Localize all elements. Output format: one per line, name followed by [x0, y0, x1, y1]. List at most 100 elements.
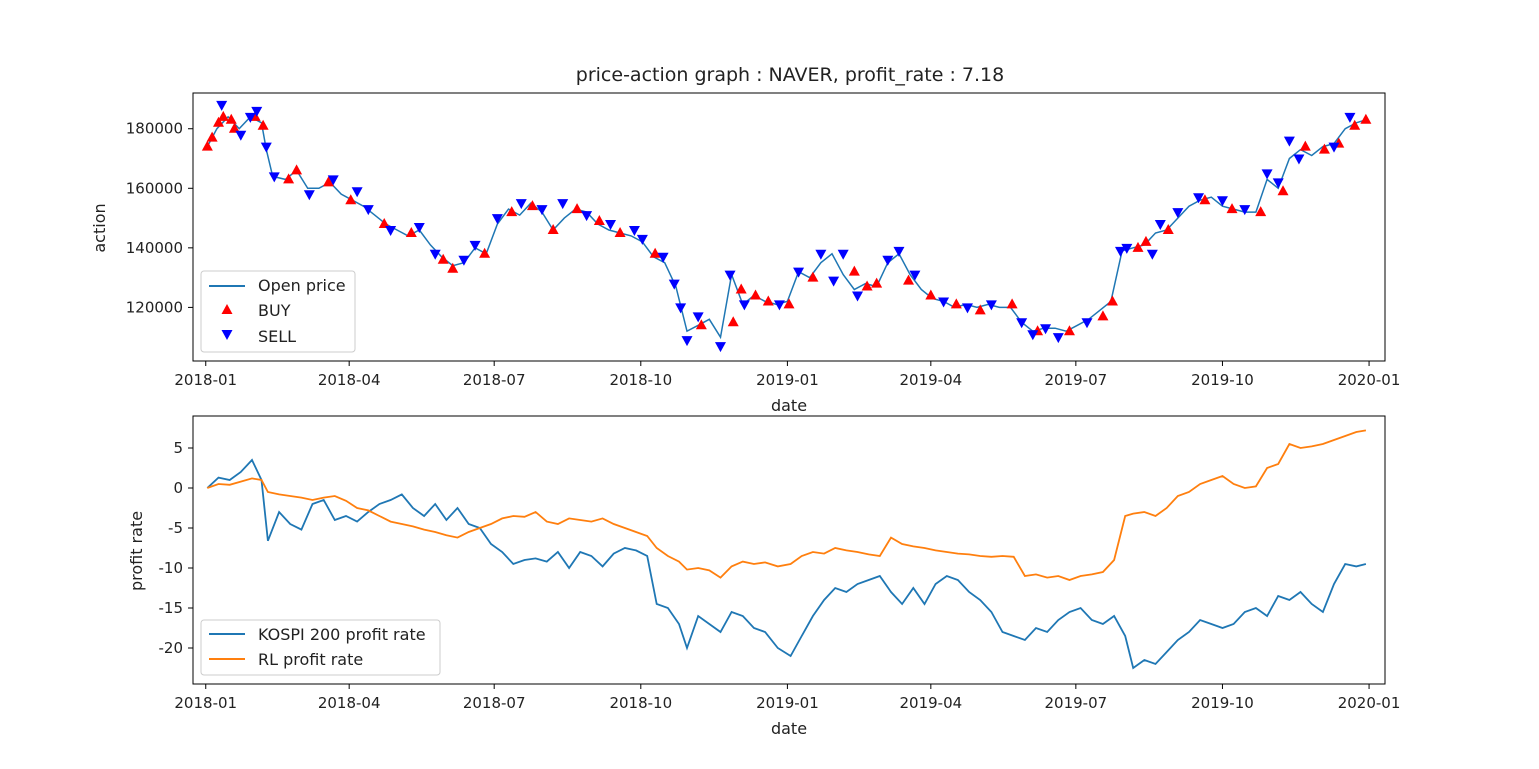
buy-marker: [437, 253, 449, 264]
sell-marker: [327, 175, 339, 186]
sell-marker: [1283, 136, 1295, 147]
x-tick-label: 2018-01: [174, 371, 237, 389]
sell-marker: [738, 300, 750, 311]
sell-marker: [244, 112, 256, 123]
buy-marker: [217, 110, 229, 121]
chart-title: price-action graph : NAVER, profit_rate …: [576, 64, 1004, 86]
y-tick-label: 180000: [126, 120, 183, 138]
sell-marker: [429, 249, 441, 260]
buy-marker: [479, 247, 491, 258]
price-action-y-axis-label: action: [90, 203, 109, 252]
x-tick-label: 2018-01: [174, 694, 237, 712]
x-tick-label: 2018-07: [463, 371, 526, 389]
sell-marker: [557, 199, 569, 210]
sell-marker: [714, 342, 726, 353]
x-tick-label: 2019-04: [899, 694, 962, 712]
legend-box: [200, 270, 356, 353]
x-tick-label: 2019-10: [1191, 371, 1254, 389]
buy-marker: [750, 289, 762, 300]
profit-rate-y-ticks: 5 0 -5 -10 -15 -20: [159, 439, 193, 657]
sell-marker: [1081, 318, 1093, 329]
price-action-y-ticks: 120000 140000 160000 180000: [126, 120, 193, 316]
sell-marker: [815, 249, 827, 260]
buy-marker: [1063, 325, 1075, 336]
buy-marker: [378, 218, 390, 229]
sell-marker: [724, 270, 736, 281]
kospi-profit-rate-line: [206, 458, 1367, 670]
buy-marker: [526, 200, 538, 211]
buy-marker: [283, 173, 295, 184]
sell-marker: [893, 246, 905, 257]
buy-marker: [322, 176, 334, 187]
x-tick-label: 2019-01: [756, 371, 819, 389]
sell-marker: [413, 223, 425, 233]
sell-marker: [581, 211, 593, 222]
sell-marker: [1052, 333, 1064, 344]
sell-marker: [828, 276, 840, 287]
legend-rl-label: RL profit rate: [258, 650, 363, 669]
buy-marker: [1349, 119, 1361, 130]
price-action-legend: Open price BUY SELL: [200, 270, 356, 353]
sell-marker: [216, 100, 228, 111]
sell-marker: [536, 205, 548, 216]
sell-marker: [1261, 169, 1273, 180]
buy-marker: [225, 113, 237, 124]
sell-marker: [668, 279, 680, 290]
sell-marker: [1344, 112, 1356, 123]
sell-marker: [1172, 208, 1184, 219]
x-tick-label: 2018-10: [609, 694, 672, 712]
y-tick-label: -15: [159, 599, 184, 617]
buy-marker: [206, 131, 218, 142]
buy-marker: [405, 226, 417, 237]
sell-marker: [909, 270, 921, 281]
buy-marker: [201, 140, 213, 151]
sell-marker: [692, 312, 704, 323]
price-action-x-ticks: 2018-01 2018-04 2018-07 2018-10 2019-01 2019-…: [174, 361, 1400, 389]
sell-marker: [1293, 154, 1305, 165]
x-tick-label: 2018-04: [318, 694, 381, 712]
legend-sell-label: SELL: [258, 327, 296, 346]
legend-open-price-label: Open price: [258, 276, 346, 295]
buy-marker: [807, 271, 819, 282]
sell-marker: [636, 234, 648, 245]
buy-marker: [571, 203, 583, 214]
y-tick-label: 120000: [126, 298, 183, 316]
sell-marker: [1328, 142, 1340, 153]
buy-marker: [593, 215, 605, 226]
x-tick-label: 2019-07: [1045, 371, 1108, 389]
x-tick-label: 2020-01: [1338, 371, 1401, 389]
buy-marker: [506, 206, 518, 217]
legend-box: [200, 619, 441, 676]
buy-marker: [1140, 235, 1152, 246]
sell-marker: [303, 190, 315, 201]
sell-marker: [362, 205, 374, 216]
sell-marker: [1121, 243, 1133, 254]
buy-marker: [1360, 113, 1372, 124]
price-action-panel: 2018-01 2018-04 2018-07 2018-10 2019-01 2019-…: [90, 92, 1400, 415]
x-tick-label: 2018-04: [318, 371, 381, 389]
profit-rate-plot-area: [206, 429, 1367, 670]
profit-rate-x-ticks: 2018-01 2018-04 2018-07 2018-10 2019-01 2019-…: [174, 684, 1400, 712]
buy-marker: [1006, 298, 1018, 309]
x-tick-label: 2018-10: [609, 371, 672, 389]
buy-marker: [950, 298, 962, 309]
legend-buy-marker: [221, 304, 233, 314]
x-tick-label: 2018-07: [463, 694, 526, 712]
y-tick-label: 5: [173, 439, 183, 457]
buy-marker: [1106, 295, 1118, 306]
sell-marker: [1040, 324, 1052, 335]
rl-profit-rate-line: [206, 429, 1367, 581]
sell-marker: [938, 297, 950, 308]
y-tick-label: -10: [159, 559, 184, 577]
price-action-x-axis-label: date: [771, 396, 807, 415]
buy-marker: [212, 116, 224, 127]
sell-marker: [1027, 330, 1039, 341]
buy-marker: [1299, 140, 1311, 151]
profit-rate-axes-frame: [192, 415, 1386, 685]
y-tick-label: -5: [168, 519, 183, 537]
sell-marker: [515, 199, 527, 210]
buy-marker: [903, 274, 915, 285]
buy-marker: [735, 283, 747, 294]
sell-marker: [1016, 318, 1028, 329]
buy-marker: [649, 247, 661, 258]
